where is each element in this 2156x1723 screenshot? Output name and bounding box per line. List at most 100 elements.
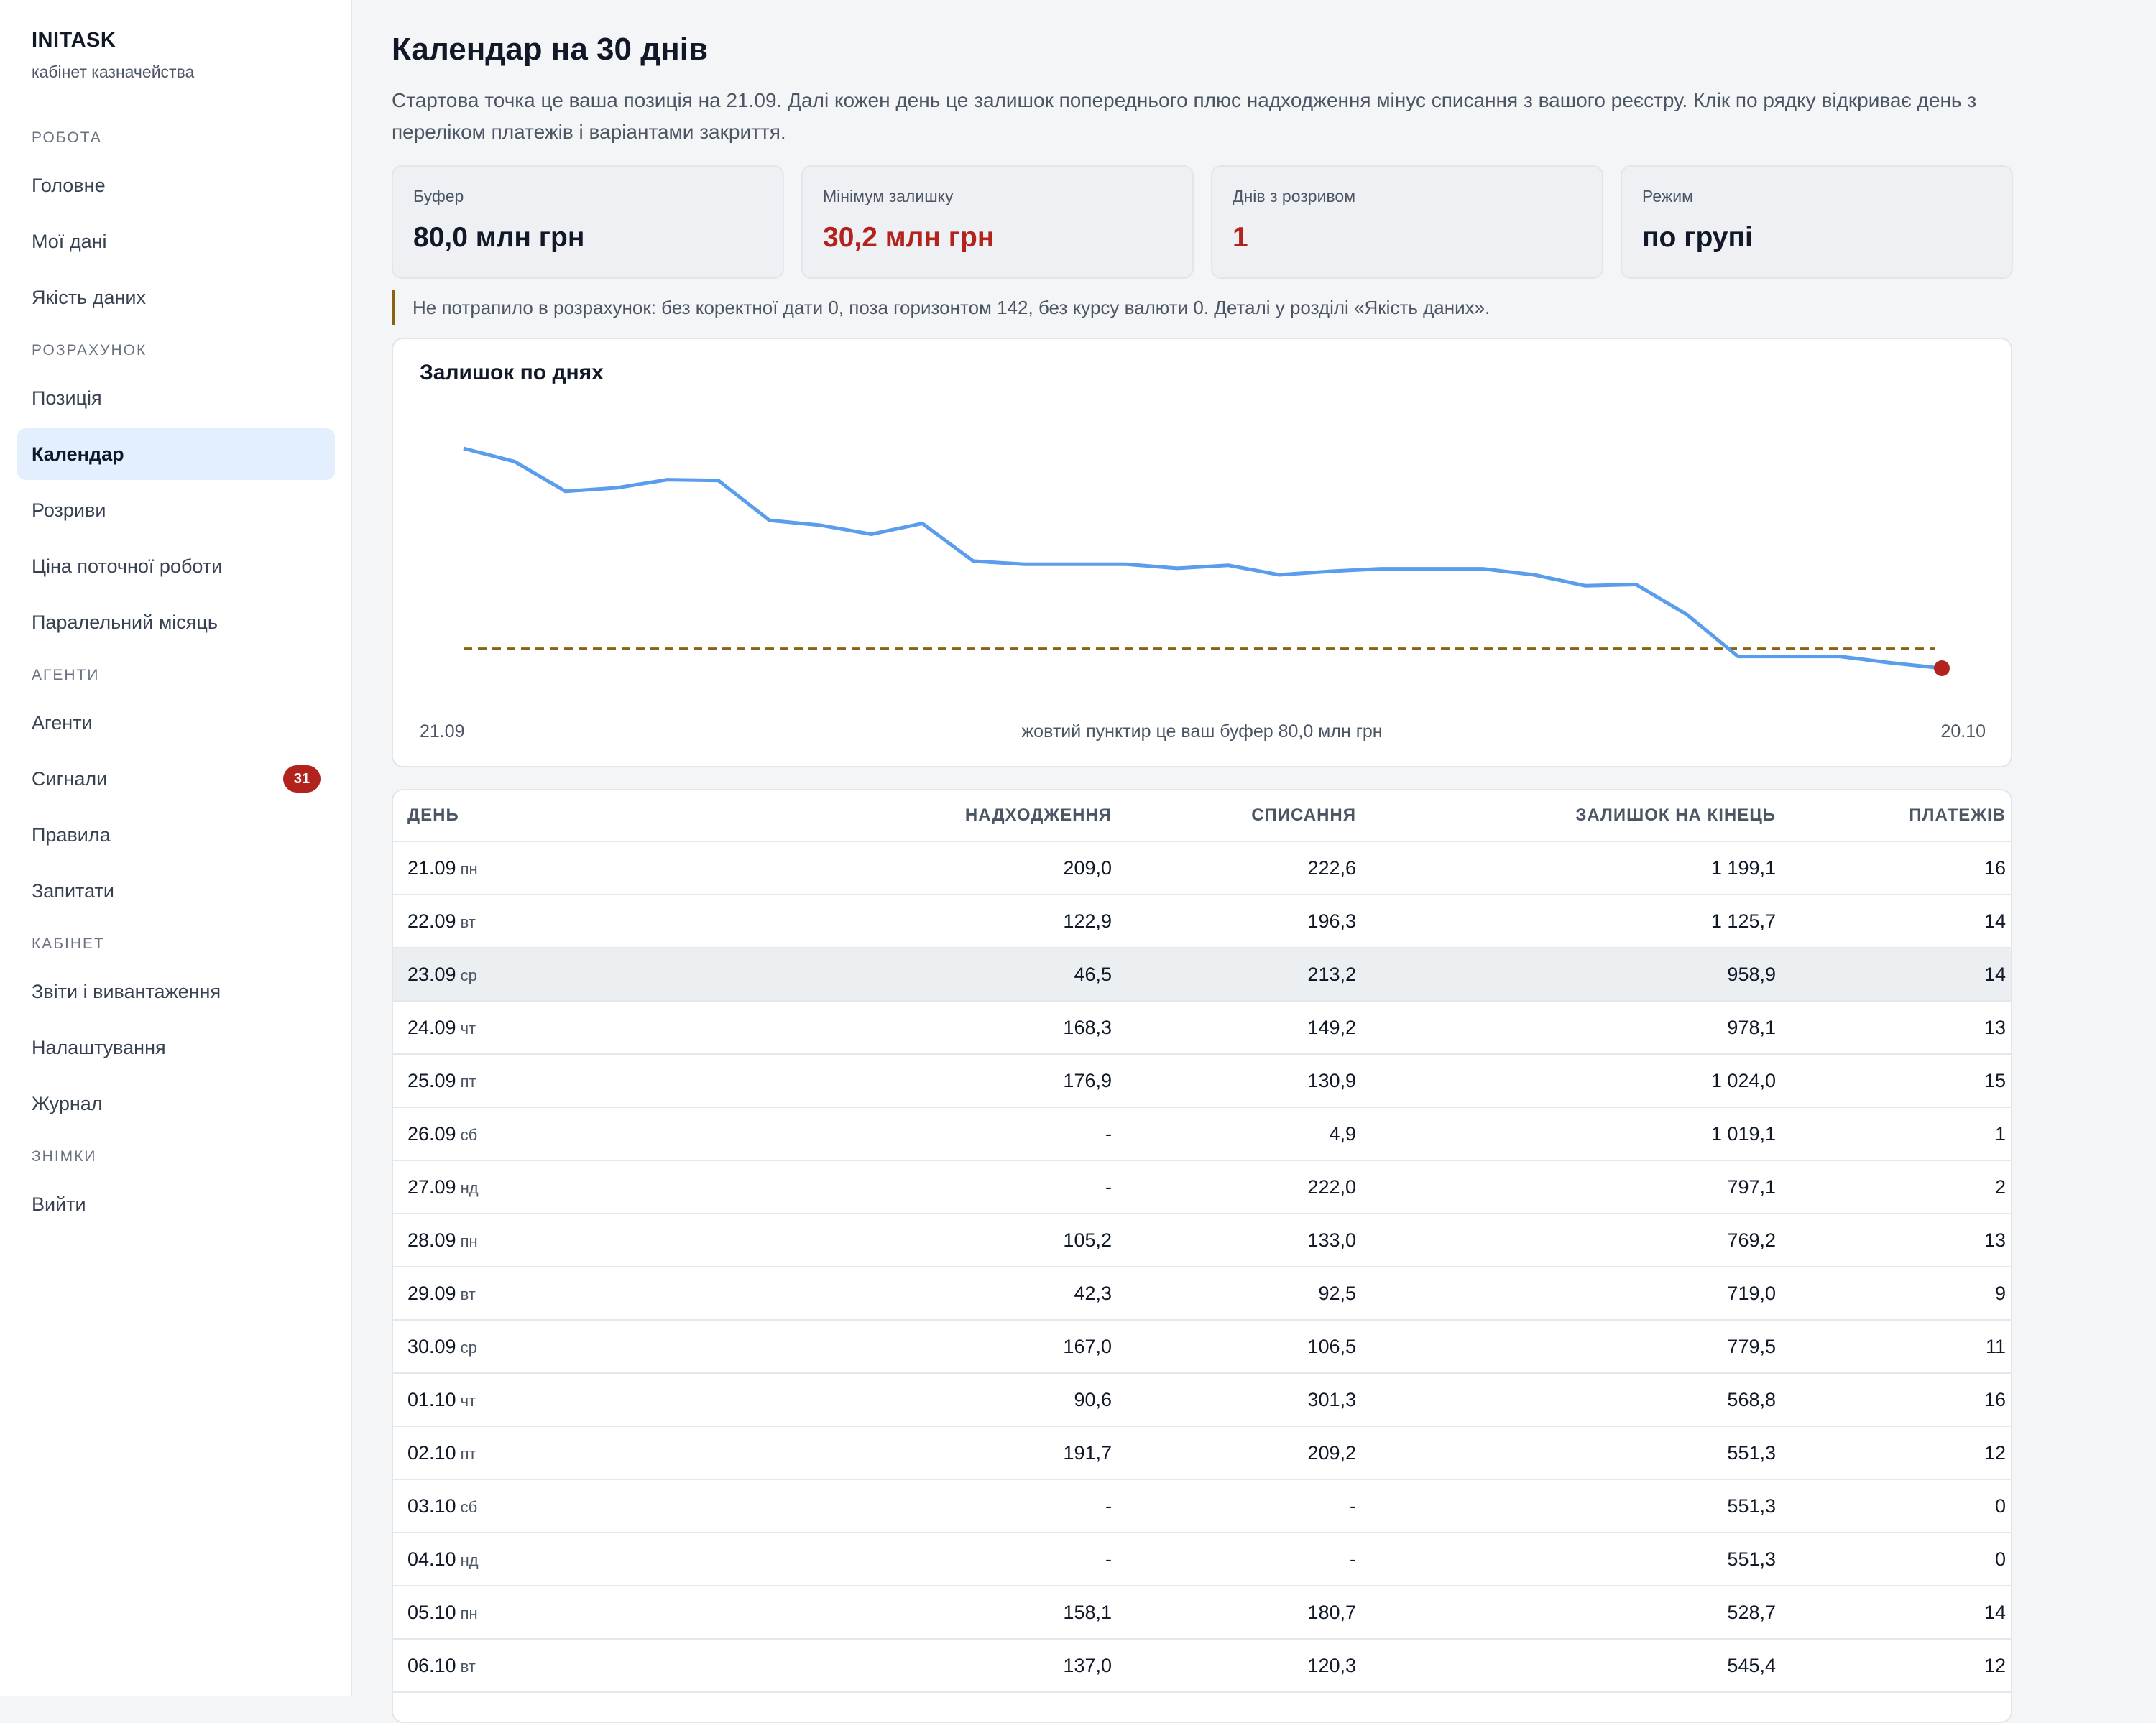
x-axis-end-label: 20.10 [1940, 721, 1986, 742]
sidebar-item[interactable]: Мої дані [17, 216, 335, 267]
cell-balance: 568,8 [1356, 1373, 1776, 1427]
x-axis-start-label: 21.09 [420, 721, 465, 742]
col-payments: ПЛАТЕЖІВ [1776, 790, 2006, 842]
brand: INITASK кабінет казначейства [32, 29, 194, 82]
cell-balance: 551,3 [1356, 1426, 1776, 1480]
cell-spacer [2006, 1214, 2011, 1267]
day-weekday: пн [460, 859, 478, 878]
sidebar-item-label: Розриви [32, 499, 106, 521]
day-weekday: сб [460, 1497, 478, 1516]
cell-out: 120,3 [1112, 1639, 1356, 1693]
table-row[interactable]: 23.09 ср 46,5 213,2 958,9 14 [393, 948, 2011, 1002]
sidebar-item[interactable]: Вийти [17, 1178, 335, 1230]
cell-balance: 545,4 [1356, 1639, 1776, 1693]
cell-out: 130,9 [1112, 1054, 1356, 1108]
table-row[interactable]: 06.10 вт 137,0 120,3 545,4 12 [393, 1639, 2011, 1693]
table-row[interactable]: 05.10 пн 158,1 180,7 528,7 14 [393, 1586, 2011, 1640]
cell-in: 46,5 [594, 948, 1112, 1002]
cell-count: 14 [1776, 895, 2006, 948]
table-row[interactable]: 22.09 вт 122,9 196,3 1 125,7 14 [393, 895, 2011, 948]
table-row[interactable]: 25.09 пт 176,9 130,9 1 024,0 15 [393, 1054, 2011, 1108]
sidebar-item[interactable]: Якість даних [17, 272, 335, 323]
cell-in: - [594, 1160, 1112, 1214]
day-weekday: ср [460, 1338, 477, 1357]
sidebar-item[interactable]: Звіти і вивантаження [17, 966, 335, 1017]
table-row[interactable]: 24.09 чт 168,3 149,2 978,1 13 [393, 1001, 2011, 1055]
cell-out: 4,9 [1112, 1107, 1356, 1161]
cell-count: 14 [1776, 948, 2006, 1002]
sidebar-item-label: Паралельний місяць [32, 611, 218, 633]
cell-spacer [2006, 1639, 2011, 1693]
day-weekday: сб [460, 1125, 478, 1144]
cell-out: 209,2 [1112, 1426, 1356, 1480]
table-row[interactable]: 02.10 пт 191,7 209,2 551,3 12 [393, 1426, 2011, 1480]
table-row[interactable]: 01.10 чт 90,6 301,3 568,8 16 [393, 1373, 2011, 1427]
sidebar-item[interactable]: Агенти [17, 697, 335, 749]
sidebar-item[interactable]: Журнал [17, 1078, 335, 1130]
page-title: Календар на 30 днів [392, 32, 708, 67]
stats-row: Буфер 80,0 млн грн Мінімум залишку 30,2 … [392, 165, 2013, 279]
cell-spacer [2006, 1373, 2011, 1427]
cell-count: 9 [1776, 1267, 2006, 1321]
sidebar-item-label: Звіти і вивантаження [32, 980, 221, 1002]
day-date: 23.09 [407, 963, 456, 985]
sidebar-item[interactable]: Правила [17, 809, 335, 861]
cell-spacer [2006, 1001, 2011, 1055]
cell-in: 209,0 [594, 841, 1112, 895]
table-row[interactable]: 30.09 ср 167,0 106,5 779,5 11 [393, 1320, 2011, 1374]
cell-day: 04.10 нд [393, 1533, 594, 1586]
cell-out: 213,2 [1112, 948, 1356, 1002]
cell-in: 42,3 [594, 1267, 1112, 1321]
stat-value: по групі [1642, 222, 1753, 253]
brand-subtitle: кабінет казначейства [32, 63, 195, 81]
day-weekday: пт [460, 1072, 476, 1091]
min-balance-marker[interactable] [1934, 660, 1950, 676]
table-row[interactable]: 21.09 пн 209,0 222,6 1 199,1 16 [393, 841, 2011, 895]
cell-count: 2 [1776, 1160, 2006, 1214]
cell-day: 06.10 вт [393, 1639, 594, 1693]
sidebar-item[interactable]: Налаштування [17, 1022, 335, 1073]
day-date: 01.10 [407, 1388, 456, 1410]
cell-spacer [2006, 1479, 2011, 1533]
table-row[interactable]: 29.09 вт 42,3 92,5 719,0 9 [393, 1267, 2011, 1321]
sidebar-item[interactable]: Паралельний місяць [17, 596, 335, 648]
table-row[interactable]: 04.10 нд - -551,3 0 [393, 1533, 2011, 1586]
cell-balance: 1 125,7 [1356, 895, 1776, 948]
cell-in: - [594, 1107, 1112, 1161]
sidebar-item-label: Сигнали [32, 767, 108, 790]
cell-count: 14 [1776, 1586, 2006, 1640]
table-row[interactable]: 26.09 сб -4,9 1 019,1 1 [393, 1107, 2011, 1161]
cell-count: 12 [1776, 1426, 2006, 1480]
stat-value: 80,0 млн грн [413, 222, 585, 253]
cell-spacer [2006, 895, 2011, 948]
day-weekday: нд [460, 1178, 479, 1197]
cell-spacer [2006, 841, 2011, 895]
balance-series-line [463, 446, 1943, 670]
cell-balance: 978,1 [1356, 1001, 1776, 1055]
cell-day: 01.10 чт [393, 1373, 594, 1427]
sidebar-item[interactable]: Ціна поточної роботи [17, 540, 335, 592]
table-row[interactable]: 28.09 пн 105,2 133,0 769,2 13 [393, 1214, 2011, 1267]
sidebar-item[interactable]: Запитати [17, 865, 335, 917]
day-date: 04.10 [407, 1548, 456, 1570]
sidebar-item[interactable]: Розриви [17, 484, 335, 536]
day-date: 28.09 [407, 1229, 456, 1251]
sidebar-item-label: Позиція [32, 387, 102, 409]
sidebar-item[interactable]: Головне [17, 160, 335, 211]
cell-day: 28.09 пн [393, 1214, 594, 1267]
stat-card-mode: Режим по групі [1621, 165, 2013, 279]
sidebar-item[interactable]: Календар [17, 428, 335, 480]
cell-day: 25.09 пт [393, 1054, 594, 1108]
cell-count: 0 [1776, 1533, 2006, 1586]
sidebar-item[interactable]: Позиція [17, 372, 335, 424]
cell-in: 167,0 [594, 1320, 1112, 1374]
day-weekday: вт [460, 913, 476, 931]
cell-day: 21.09 пн [393, 841, 594, 895]
sidebar-item[interactable]: Сигнали 31 [17, 753, 335, 805]
cell-balance: 1 019,1 [1356, 1107, 1776, 1161]
cell-count: 16 [1776, 841, 2006, 895]
cell-day: 24.09 чт [393, 1001, 594, 1055]
cell-spacer [2006, 1426, 2011, 1480]
table-row[interactable]: 27.09 нд -222,0 797,1 2 [393, 1160, 2011, 1214]
table-row[interactable]: 03.10 сб - -551,3 0 [393, 1479, 2011, 1533]
